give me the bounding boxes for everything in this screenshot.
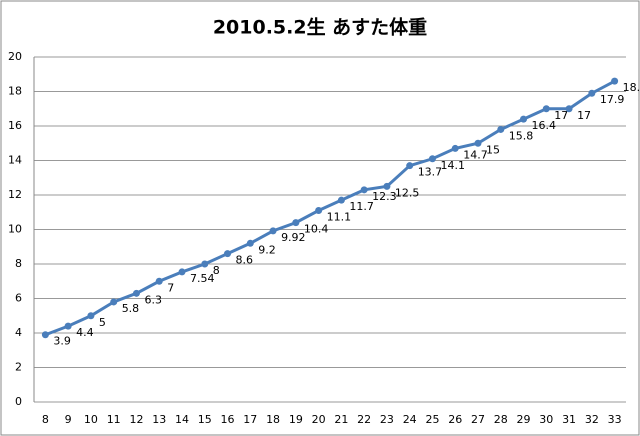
data-label: 17 <box>577 109 591 122</box>
y-tick-label: 4 <box>15 326 22 339</box>
data-label: 4.4 <box>76 326 94 339</box>
data-point <box>315 207 323 215</box>
data-point <box>269 227 277 235</box>
data-label: 10.4 <box>304 223 329 236</box>
data-label: 5 <box>99 316 106 329</box>
x-tick-label: 13 <box>152 413 166 426</box>
x-tick-label: 30 <box>539 413 553 426</box>
data-point <box>41 331 49 339</box>
data-label: 12.5 <box>395 186 420 199</box>
data-point <box>224 250 232 258</box>
data-label: 5.8 <box>122 302 140 315</box>
data-label: 16.4 <box>532 119 557 132</box>
data-point <box>520 115 528 123</box>
x-tick-label: 24 <box>403 413 417 426</box>
data-point <box>588 89 596 97</box>
data-label: 15.8 <box>509 129 534 142</box>
data-label: 8.6 <box>236 254 254 267</box>
x-tick-label: 17 <box>243 413 257 426</box>
x-tick-label: 14 <box>175 413 189 426</box>
data-point <box>611 77 619 85</box>
x-tick-label: 16 <box>221 413 235 426</box>
x-tick-label: 27 <box>471 413 485 426</box>
y-tick-label: 12 <box>8 188 22 201</box>
data-point <box>87 312 95 320</box>
x-tick-label: 29 <box>517 413 531 426</box>
y-tick-label: 8 <box>15 257 22 270</box>
data-point <box>110 298 118 306</box>
data-label: 8 <box>213 264 220 277</box>
x-tick-label: 26 <box>448 413 462 426</box>
y-tick-label: 6 <box>15 292 22 305</box>
x-tick-label: 12 <box>129 413 143 426</box>
data-point <box>132 289 140 297</box>
x-tick-label: 31 <box>562 413 576 426</box>
data-label: 11.7 <box>349 200 374 213</box>
x-tick-label: 10 <box>84 413 98 426</box>
data-point <box>201 260 209 268</box>
x-tick-label: 20 <box>312 413 326 426</box>
data-point <box>178 268 186 276</box>
y-tick-label: 16 <box>8 119 22 132</box>
data-point <box>292 219 300 227</box>
data-point <box>246 239 254 247</box>
y-tick-label: 0 <box>15 395 22 408</box>
data-label: 15 <box>486 143 500 156</box>
chart-title: 2010.5.2生 あすた体重 <box>213 16 427 39</box>
data-point <box>565 105 573 113</box>
data-label: 9.2 <box>258 243 276 256</box>
data-label: 3.9 <box>53 335 70 348</box>
data-line <box>44 79 616 337</box>
x-tick-label: 33 <box>608 413 622 426</box>
y-tick-label: 2 <box>15 361 22 374</box>
data-label: 9.92 <box>281 231 306 244</box>
data-point <box>428 155 436 163</box>
data-point <box>497 125 505 133</box>
x-tick-label: 8 <box>42 413 49 426</box>
y-tick-label: 14 <box>8 154 22 167</box>
x-tick-label: 25 <box>425 413 439 426</box>
x-tick-label: 32 <box>585 413 599 426</box>
data-point <box>542 105 550 113</box>
data-point <box>451 144 459 152</box>
x-tick-label: 9 <box>65 413 72 426</box>
data-point <box>64 322 72 330</box>
x-tick-label: 22 <box>357 413 371 426</box>
data-label: 18.6 <box>623 81 640 94</box>
data-label: 17 <box>554 109 568 122</box>
data-point <box>474 139 482 147</box>
x-tick-label: 15 <box>198 413 212 426</box>
data-label: 7 <box>167 281 174 294</box>
data-label: 14.1 <box>440 159 465 172</box>
y-tick-label: 10 <box>8 223 22 236</box>
data-label: 13.7 <box>418 166 443 179</box>
data-point <box>406 162 414 170</box>
data-point <box>155 277 163 285</box>
y-tick-label: 20 <box>8 50 22 63</box>
x-tick-label: 11 <box>107 413 121 426</box>
x-tick-label: 19 <box>289 413 303 426</box>
x-tick-label: 28 <box>494 413 508 426</box>
x-tick-label: 18 <box>266 413 280 426</box>
x-tick-label: 23 <box>380 413 394 426</box>
data-label: 17.9 <box>600 93 625 106</box>
data-point <box>337 196 345 204</box>
data-label: 11.1 <box>327 211 352 224</box>
data-label: 7.54 <box>190 272 215 285</box>
y-tick-label: 18 <box>8 85 22 98</box>
data-label: 6.3 <box>144 293 162 306</box>
data-label: 12.3 <box>372 190 397 203</box>
data-label: 14.7 <box>463 148 488 161</box>
data-point <box>383 182 391 190</box>
x-tick-label: 21 <box>334 413 348 426</box>
data-point <box>360 186 368 194</box>
